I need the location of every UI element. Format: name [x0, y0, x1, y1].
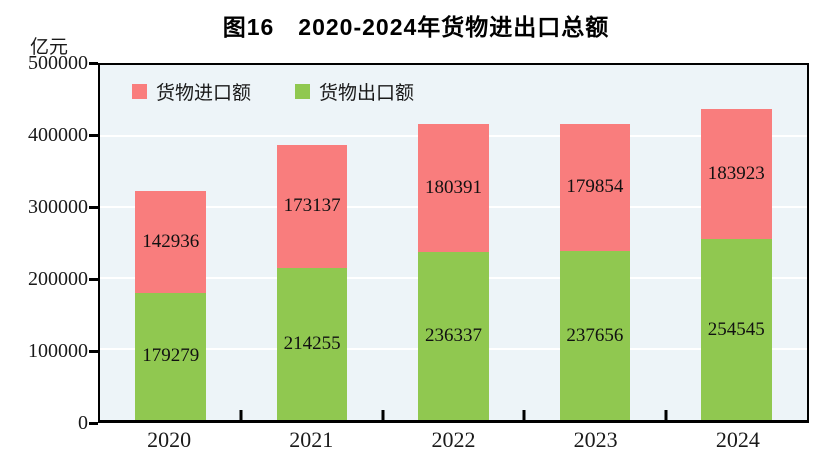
legend-swatch-exports [295, 84, 311, 99]
x-axis: 2020 2021 2022 2023 2024 [98, 427, 809, 453]
plot-area: 货物进口额 货物出口额 179279 142936 214255 173137 2363… [98, 63, 809, 423]
bar-value-label: 173137 [283, 195, 341, 217]
y-tick-mark [89, 134, 98, 137]
bar-value-label: 142936 [142, 230, 200, 252]
y-tick-mark [89, 278, 98, 281]
legend-item-imports: 货物进口额 [132, 78, 251, 105]
y-tick-label: 100000 [28, 340, 88, 362]
chart-title: 图16 2020-2024年货物进出口总额 [222, 14, 610, 40]
x-tick-mark [381, 410, 385, 420]
bar-value-label: 214255 [283, 332, 341, 354]
x-category-label: 2021 [289, 427, 334, 452]
bar-value-label: 179279 [142, 345, 200, 367]
bar-value-label: 236337 [424, 325, 482, 347]
legend-swatch-imports [132, 84, 147, 99]
y-tick-label: 300000 [28, 196, 88, 218]
legend-item-exports: 货物出口额 [295, 78, 414, 105]
y-tick-label: 500000 [28, 52, 88, 74]
y-tick-mark [89, 62, 98, 65]
x-category-label: 2024 [715, 427, 760, 452]
y-tick-label: 200000 [28, 268, 88, 290]
x-category-label: 2023 [573, 427, 618, 452]
bar-value-label: 180391 [424, 177, 482, 199]
bar-segment-import: 179854 [559, 123, 631, 252]
x-category-label: 2022 [431, 427, 476, 452]
bar-segment-export: 236337 [418, 252, 489, 420]
y-tick-label: 0 [78, 412, 88, 434]
legend-label-exports: 货物出口额 [319, 83, 415, 104]
legend-label-imports: 货物进口额 [156, 83, 252, 104]
bar-segment-export: 214255 [276, 267, 348, 420]
y-tick-mark [89, 422, 98, 425]
bar-value-label: 179854 [566, 176, 624, 198]
y-tick-label: 400000 [28, 124, 88, 146]
bar-segment-export: 237656 [559, 251, 631, 420]
x-tick-mark [664, 410, 668, 420]
y-axis-unit-label: 亿元 [30, 37, 69, 58]
bar-segment-import: 180391 [418, 124, 489, 253]
bar-value-label: 254545 [707, 318, 765, 340]
bar-segment-import: 142936 [135, 191, 207, 293]
bar-segment-import: 173137 [276, 144, 348, 268]
x-category-label: 2020 [147, 427, 192, 452]
bar-segment-export: 179279 [135, 292, 207, 420]
y-tick-mark [89, 350, 98, 353]
bar-segment-import: 183923 [700, 108, 772, 240]
bar-value-label: 237656 [566, 324, 624, 346]
bar-value-label: 183923 [707, 162, 765, 184]
x-tick-mark [522, 410, 526, 420]
bar-segment-export: 254545 [700, 239, 772, 420]
x-tick-mark [239, 410, 243, 420]
legend: 货物进口额 货物出口额 [132, 78, 414, 105]
y-tick-mark [89, 206, 98, 209]
y-axis: 0 100000 200000 300000 400000 500000 [0, 0, 98, 467]
